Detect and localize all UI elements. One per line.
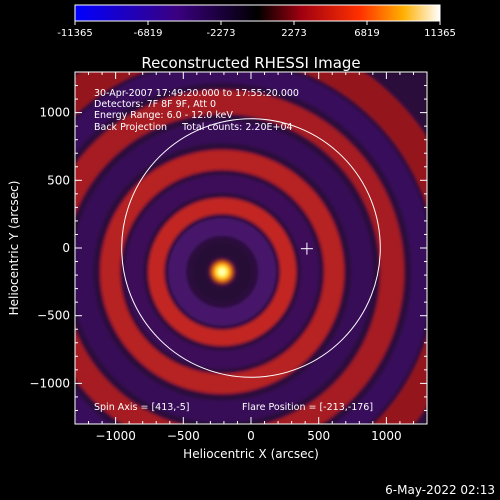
y-tick-label: 500 [47, 173, 70, 187]
heatmap-image [75, 72, 427, 424]
y-tick-label: 0 [62, 241, 70, 255]
x-tick-label: −1000 [95, 429, 136, 443]
ring-band [100, 149, 345, 394]
spin-axis-marker [300, 242, 313, 255]
solar-limb-circle [121, 118, 381, 378]
chart-title: Reconstructed RHESSI Image [141, 54, 360, 72]
colorbar-tick-label: 11365 [424, 28, 456, 39]
colorbar-tick-label: 6819 [354, 28, 379, 39]
date-stamp: 6-May-2022 02:13 [385, 483, 495, 497]
y-tick-label: 1000 [39, 106, 70, 120]
ring-band [168, 217, 277, 326]
flare-position-label: Flare Position = [-213,-176] [242, 402, 373, 413]
colorbar-tick-label: -6819 [133, 28, 162, 39]
colorbar-tick-label: 2273 [281, 28, 306, 39]
plot-area: −1000 −500 0 500 1000 −1000 −500 0 500 1000 [29, 71, 428, 443]
y-tick-label: −1000 [29, 376, 70, 390]
annotation-detectors: Detectors: 7F 8F 9F, Att 0 [94, 99, 216, 110]
flare-core [208, 257, 237, 286]
ring-band [75, 72, 427, 424]
annotation-method-counts: Back Projection Total counts: 2.20E+04 [94, 122, 293, 133]
x-tick-label: 0 [247, 429, 255, 443]
axis-ticks: −1000 −500 0 500 1000 −1000 −500 0 500 1000 [29, 72, 427, 443]
x-tick-label: 1000 [371, 429, 402, 443]
annotation-time-range: 30-Apr-2007 17:49:20.000 to 17:55:20.000 [94, 88, 299, 99]
colorbar [74, 4, 441, 22]
ring-band [125, 174, 320, 369]
ring-band [148, 197, 297, 346]
annotation-energy-range: Energy Range: 6.0 - 12.0 keV [94, 110, 233, 121]
spin-axis-label: Spin Axis = [413,-5] [94, 402, 190, 413]
ring-band [75, 89, 405, 424]
x-tick-label: 500 [307, 429, 330, 443]
y-axis-label: Heliocentric Y (arcsec) [7, 181, 21, 316]
colorbar-tick-label: -11365 [57, 28, 92, 39]
colorbar-tick-label: -2273 [206, 28, 235, 39]
x-tick-label: −500 [167, 429, 200, 443]
ring-band [75, 120, 374, 423]
x-axis-label: Heliocentric X (arcsec) [183, 447, 319, 461]
colorbar-ticks: -11365 -6819 -2273 2273 6819 11365 [57, 21, 456, 39]
y-tick-label: −500 [37, 309, 70, 323]
